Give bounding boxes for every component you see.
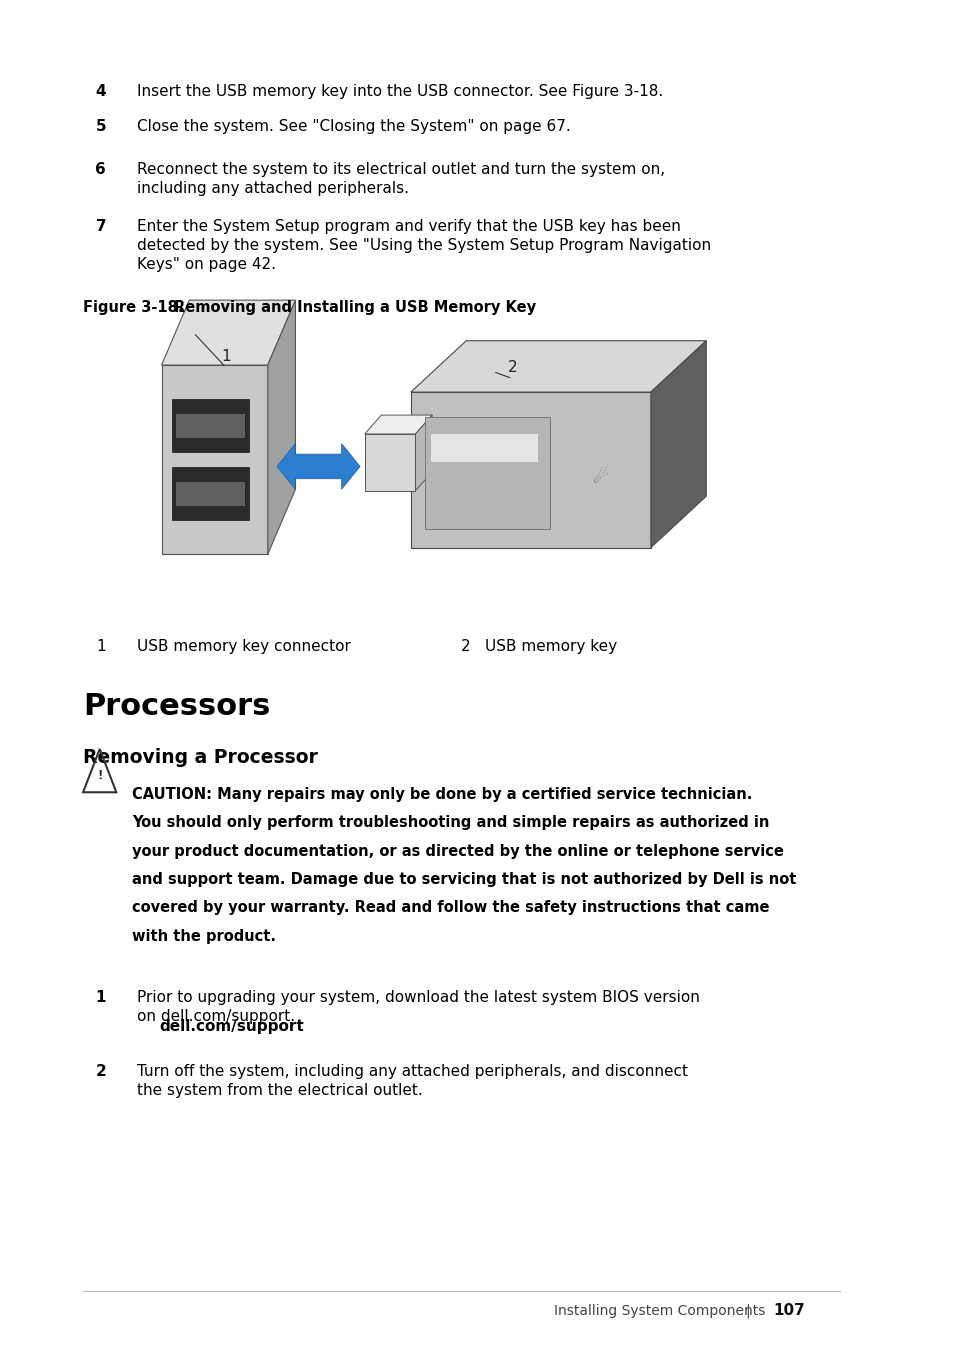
Polygon shape bbox=[425, 416, 550, 529]
Polygon shape bbox=[161, 365, 268, 554]
Text: 1: 1 bbox=[221, 349, 231, 364]
Text: 5: 5 bbox=[95, 119, 106, 134]
Text: 1: 1 bbox=[95, 990, 106, 1005]
Text: Turn off the system, including any attached peripherals, and disconnect
the syst: Turn off the system, including any attac… bbox=[136, 1064, 687, 1098]
Text: 2: 2 bbox=[507, 360, 517, 375]
Text: !: ! bbox=[97, 769, 102, 783]
Text: your product documentation, or as directed by the online or telephone service: your product documentation, or as direct… bbox=[132, 844, 783, 859]
Text: with the product.: with the product. bbox=[132, 929, 275, 944]
Text: Processors: Processors bbox=[83, 692, 271, 721]
Polygon shape bbox=[172, 399, 249, 452]
Text: 6: 6 bbox=[95, 162, 106, 177]
Text: You should only perform troubleshooting and simple repairs as authorized in: You should only perform troubleshooting … bbox=[132, 815, 768, 830]
Polygon shape bbox=[650, 341, 705, 548]
Text: 2: 2 bbox=[460, 639, 471, 654]
Text: 107: 107 bbox=[773, 1303, 804, 1318]
Polygon shape bbox=[415, 415, 432, 491]
Text: Prior to upgrading your system, download the latest system BIOS version
on dell.: Prior to upgrading your system, download… bbox=[136, 990, 699, 1023]
Text: 7: 7 bbox=[95, 219, 106, 234]
Text: 1: 1 bbox=[96, 639, 106, 654]
Text: Reconnect the system to its electrical outlet and turn the system on,
including : Reconnect the system to its electrical o… bbox=[136, 162, 664, 196]
Text: USB memory key connector: USB memory key connector bbox=[136, 639, 350, 654]
Polygon shape bbox=[276, 443, 359, 489]
Text: Installing System Components: Installing System Components bbox=[554, 1305, 764, 1318]
Polygon shape bbox=[431, 434, 537, 462]
Text: USB memory key: USB memory key bbox=[484, 639, 617, 654]
Text: Removing a Processor: Removing a Processor bbox=[83, 748, 317, 767]
Text: dell.com/support: dell.com/support bbox=[159, 1019, 304, 1034]
Text: and support team. Damage due to servicing that is not authorized by Dell is not: and support team. Damage due to servicin… bbox=[132, 872, 796, 887]
Polygon shape bbox=[364, 415, 432, 434]
Polygon shape bbox=[172, 468, 249, 521]
Text: 2: 2 bbox=[95, 1064, 106, 1079]
Polygon shape bbox=[175, 414, 245, 438]
Text: Figure 3-18.: Figure 3-18. bbox=[83, 300, 183, 315]
Polygon shape bbox=[268, 300, 295, 554]
Text: |: | bbox=[744, 1303, 749, 1318]
Text: CAUTION: Many repairs may only be done by a certified service technician.: CAUTION: Many repairs may only be done b… bbox=[132, 787, 752, 802]
Text: 4: 4 bbox=[95, 84, 106, 99]
Polygon shape bbox=[411, 392, 650, 548]
Polygon shape bbox=[175, 481, 245, 506]
Text: Insert the USB memory key into the USB connector. See Figure 3-18.: Insert the USB memory key into the USB c… bbox=[136, 84, 662, 99]
Text: ☄: ☄ bbox=[592, 469, 608, 487]
Text: covered by your warranty. Read and follow the safety instructions that came: covered by your warranty. Read and follo… bbox=[132, 900, 769, 915]
Polygon shape bbox=[411, 341, 705, 392]
Polygon shape bbox=[161, 300, 295, 365]
Text: Close the system. See "Closing the System" on page 67.: Close the system. See "Closing the Syste… bbox=[136, 119, 570, 134]
Polygon shape bbox=[364, 434, 415, 491]
Text: Removing and Installing a USB Memory Key: Removing and Installing a USB Memory Key bbox=[173, 300, 536, 315]
Text: Enter the System Setup program and verify that the USB key has been
detected by : Enter the System Setup program and verif… bbox=[136, 219, 710, 272]
